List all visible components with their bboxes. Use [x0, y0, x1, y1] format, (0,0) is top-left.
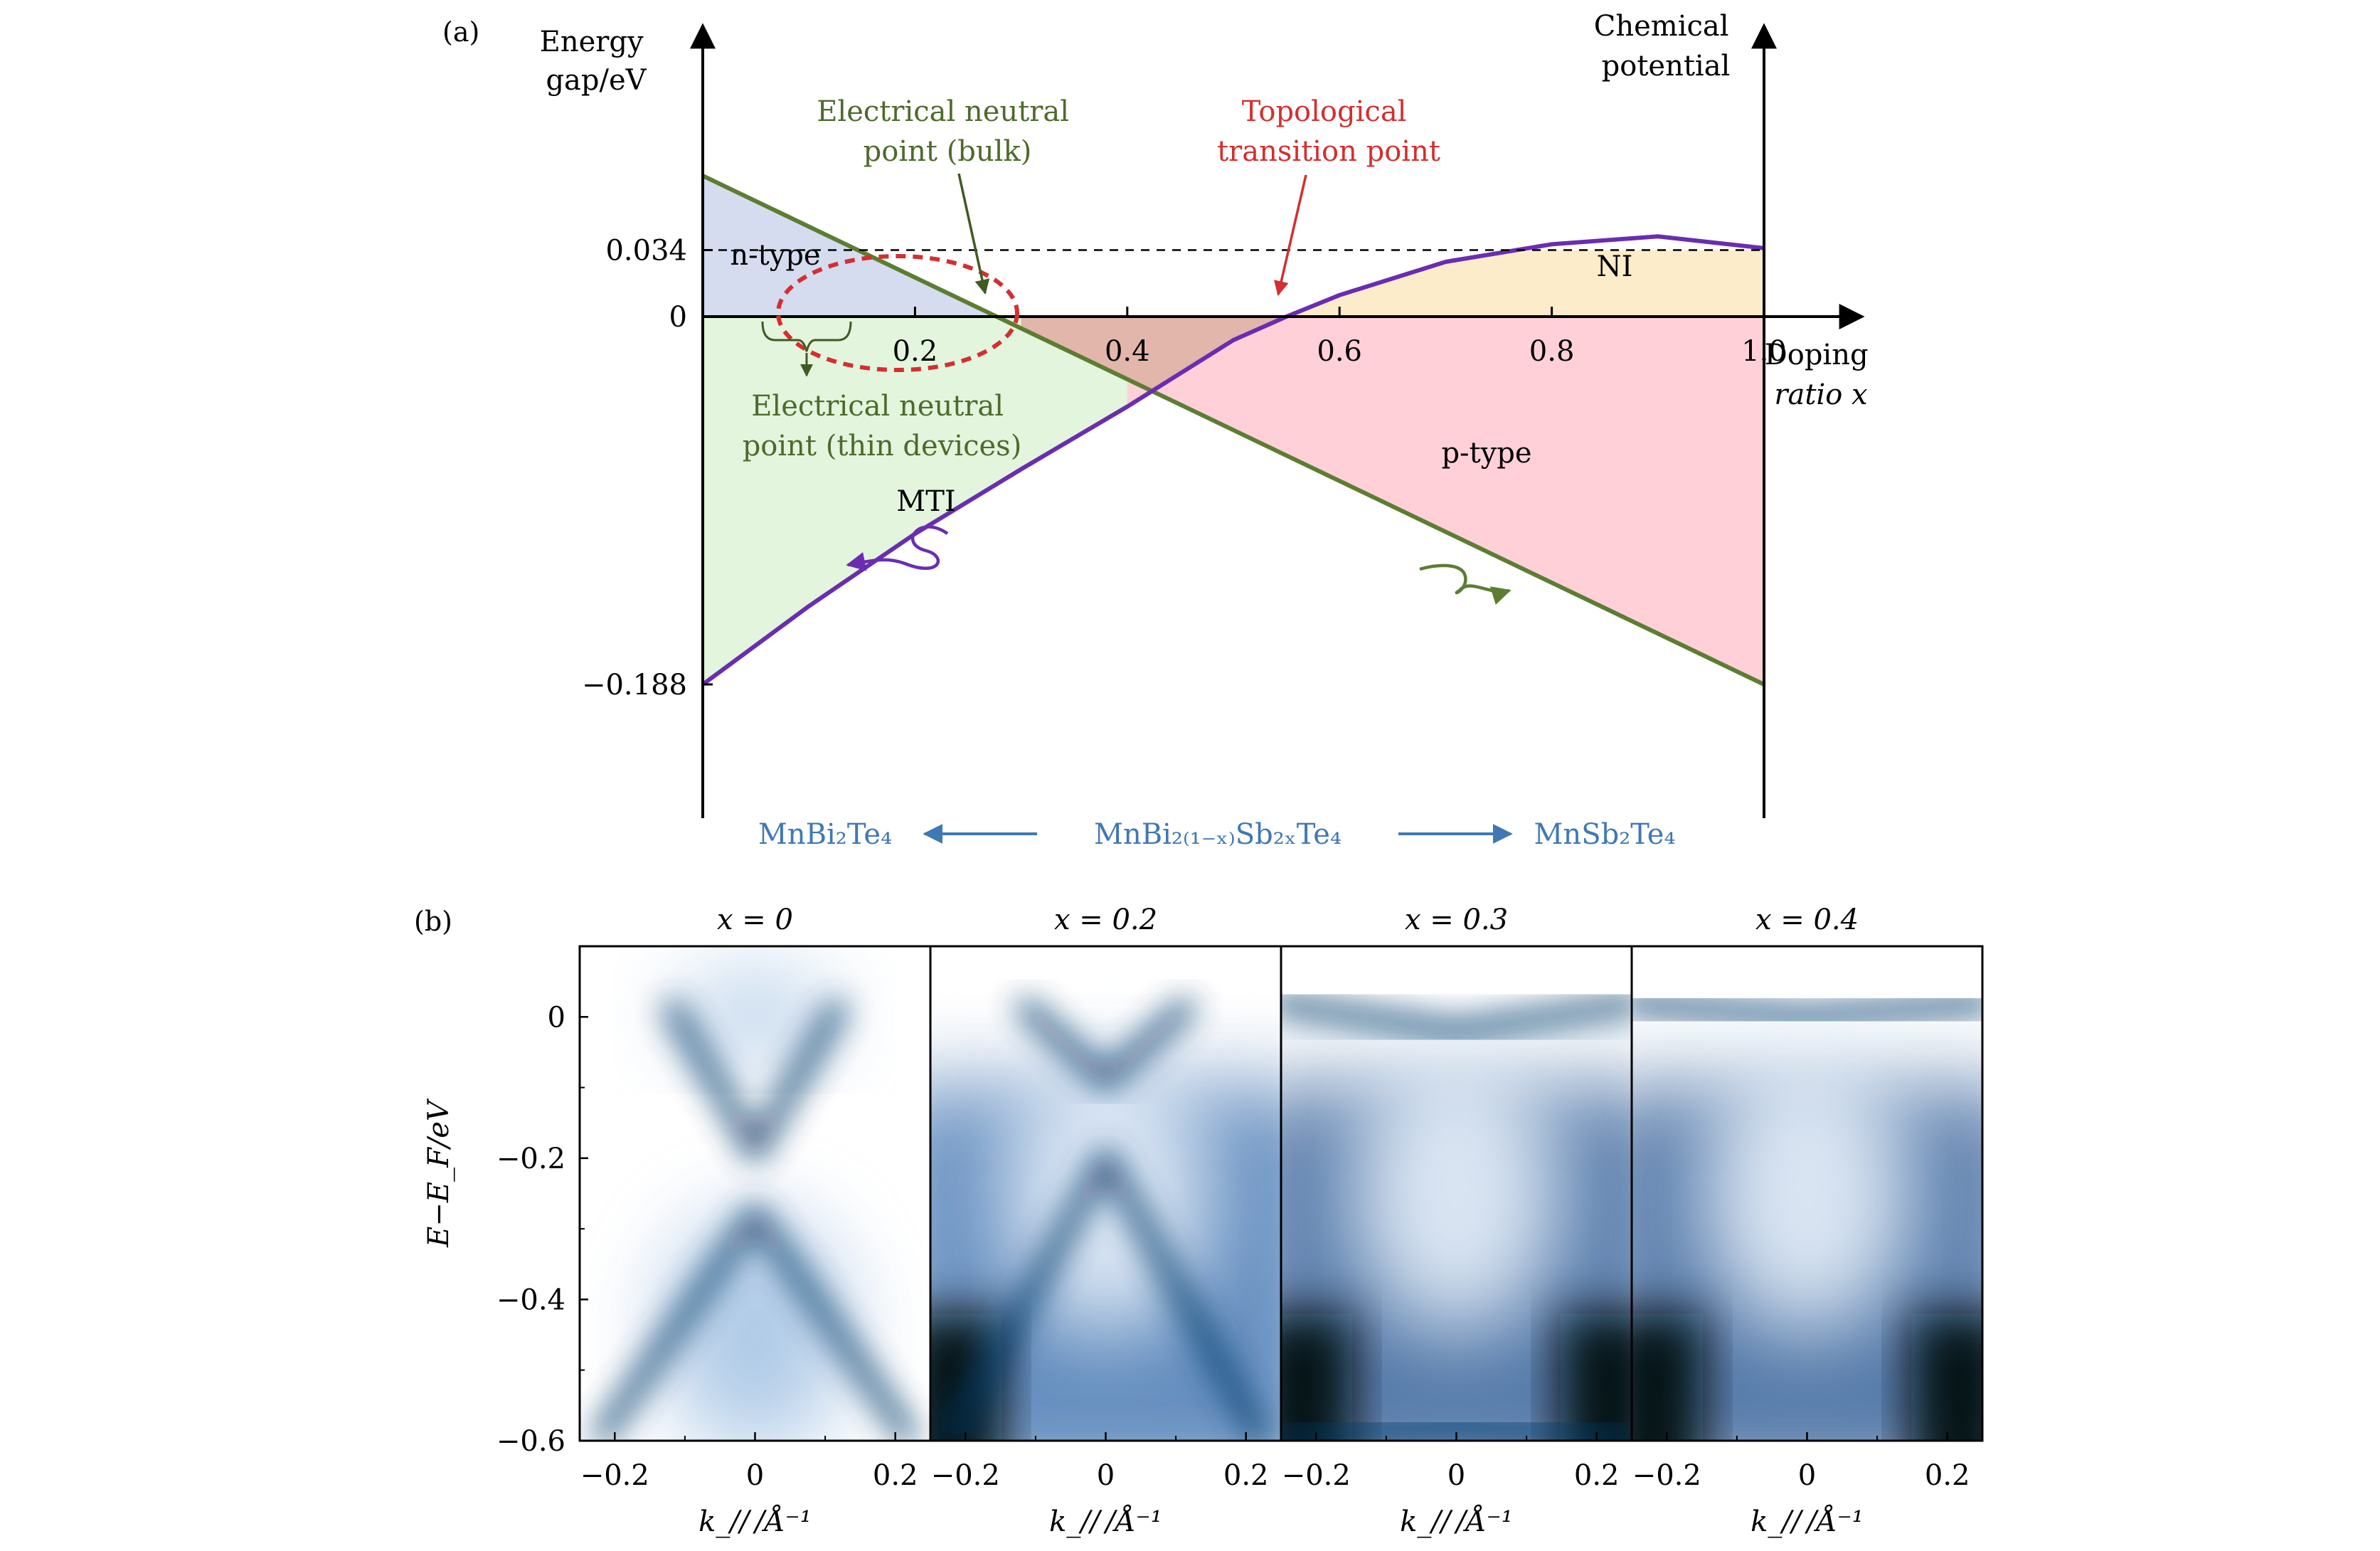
compound-left: MnBi₂Te₄	[758, 818, 892, 851]
region-mti-lower	[703, 317, 1159, 684]
neutral-bulk-arrow	[957, 173, 990, 295]
x-tick-label: 0.2	[1574, 1459, 1620, 1492]
bulk-gap-light	[1700, 1051, 1914, 1336]
x-axis-label: k_// /Å⁻¹	[698, 1505, 812, 1538]
panel-title: x = 0.2	[1054, 904, 1157, 936]
annotation-topological-line-2: transition point	[1217, 135, 1440, 168]
x-tick-label-3: 0.8	[1529, 335, 1575, 368]
compound-middle: MnBi₂₍₁₋ₓ₎Sb₂ₓTe₄	[1094, 818, 1342, 851]
p-type-squiggle-arrow	[1419, 563, 1512, 605]
y-tick-label: −0.2	[496, 1143, 565, 1175]
annotation-neutral-thin: Electrical neutral point (thin devices)	[743, 390, 1022, 462]
x-tick-label-2: 0.6	[1317, 335, 1362, 368]
y-axis-label-line-1: Energy	[540, 26, 644, 58]
dark-corner-left	[1281, 1313, 1352, 1441]
chemical-potential-line	[701, 234, 1765, 687]
y-tick-label-0: 0.034	[605, 235, 687, 268]
y-tick-label-2: −0.188	[582, 669, 687, 702]
x-tick-label-4: 1.0	[1741, 335, 1787, 368]
panel-title: x = 0.4	[1755, 904, 1859, 936]
x-tick-label: −0.2	[931, 1459, 1000, 1492]
dark-corner-left	[1632, 1313, 1703, 1441]
neutral-region-ellipse	[776, 254, 1019, 372]
bulk-gap-light	[1349, 1051, 1563, 1336]
annotation-topological-line-1: Topological	[1242, 95, 1407, 128]
upper-band	[662, 997, 849, 1160]
x-axis-label-line-1: Doping	[1765, 339, 1869, 371]
series-lines	[701, 174, 1765, 687]
annotation-neutral-thin-line-1: Electrical neutral	[751, 390, 1004, 423]
panel-title: x = 0.3	[1405, 904, 1508, 936]
x-axis-label: k_// /Å⁻¹	[1400, 1505, 1513, 1538]
lower-band	[941, 1148, 1270, 1441]
y-tick-label: −0.6	[496, 1425, 565, 1458]
panel-label-a: (a)	[442, 16, 479, 48]
upper-band	[1014, 995, 1198, 1090]
region-label-n-type: n-type	[730, 239, 820, 272]
region-label-ni: NI	[1597, 250, 1633, 283]
y2-axis-label-line-1: Chemical	[1594, 10, 1729, 43]
thin-device-brace	[761, 321, 852, 352]
compound-right: MnSb₂Te₄	[1534, 818, 1675, 851]
x-tick-label: 0	[746, 1459, 764, 1492]
x-tick-label: 0	[1447, 1459, 1465, 1492]
dark-corner-right	[1911, 1313, 1982, 1441]
panel-b: (b) E−E_F/eV x = 0 −0.2 0 0.2 k_// /Å⁻¹ 0 −0.2…	[414, 904, 1984, 1538]
y2-axis-label: Chemical potential	[1594, 10, 1738, 83]
arpes-panel-1: x = 0.2 −0.2 0 0.2 k_// /Å⁻¹	[929, 904, 1282, 1538]
y-axis-label: Energy gap/eV	[540, 26, 653, 97]
topological-arrow	[1274, 174, 1307, 297]
axes-a: 0.2 0.4 0.6 0.8 1.0 0.034 0 −0.188	[582, 23, 1865, 818]
annotation-neutral-bulk-line-1: Electrical neutral	[817, 95, 1069, 128]
x-tick-label: 0.2	[1223, 1459, 1269, 1492]
x-tick-label: 0	[1097, 1459, 1115, 1492]
panel-label-b: (b)	[414, 906, 452, 937]
x-tick-label: 0.2	[873, 1459, 918, 1492]
region-p-type	[1127, 317, 1764, 684]
mti-squiggle-arrow	[846, 525, 949, 571]
upper-band	[1632, 994, 1982, 1027]
region-ni	[1286, 250, 1764, 317]
region-label-mti: MTI	[896, 485, 955, 518]
arpes-panel-2: x = 0.3 −0.2 0 0.2 k_// /Å⁻¹	[1280, 904, 1633, 1538]
arpes-panel-3: x = 0.4 −0.2 0 0.2 k_// /Å⁻¹	[1630, 904, 1984, 1538]
y-tick-label-1: 0	[669, 301, 687, 334]
annotation-neutral-bulk-line-2: point (bulk)	[864, 135, 1032, 168]
x-tick-label-0: 0.2	[893, 335, 938, 368]
x-tick-label-1: 0.4	[1105, 335, 1150, 368]
y-axis-label-b: E−E_F/eV	[423, 1098, 455, 1248]
region-label-p-type: p-type	[1441, 437, 1531, 470]
arpes-panel-0: x = 0 −0.2 0 0.2 k_// /Å⁻¹ 0 −0.2 −0.4 −0.6	[496, 904, 932, 1538]
panel-title: x = 0	[717, 904, 793, 936]
x-axis-label-line-2: ratio x	[1774, 379, 1867, 411]
region-overlap	[1021, 317, 1287, 391]
annotation-marks	[761, 173, 1512, 605]
arpes-panels: x = 0−0.2 0 0.2k_// /Å⁻¹0−0.2−0.4−0.6x = 0…	[496, 904, 1984, 1538]
lower-band	[1281, 1417, 1632, 1441]
energy-gap-line	[701, 174, 1765, 687]
intensity-background	[662, 1214, 848, 1441]
x-tick-label: 0	[1798, 1459, 1816, 1492]
x-tick-label: 0.2	[1925, 1459, 1970, 1492]
x-axis-label: Doping ratio x	[1765, 339, 1878, 411]
annotation-neutral-bulk: Electrical neutral point (bulk)	[817, 95, 1078, 168]
panel-a: 0.2 0.4 0.6 0.8 1.0 0.034 0 −0.188 (a) Energy g…	[442, 10, 1878, 851]
x-axis-label: k_// /Å⁻¹	[1751, 1505, 1864, 1538]
x-tick-label: −0.2	[580, 1459, 649, 1492]
x-tick-label: −0.2	[1632, 1459, 1701, 1492]
top-haze	[676, 974, 834, 1060]
y-tick-label: 0	[548, 1001, 565, 1034]
annotation-topological: Topological transition point	[1217, 95, 1440, 168]
y-tick-label: −0.4	[496, 1283, 565, 1316]
lower-band	[590, 1205, 920, 1441]
x-tick-label: −0.2	[1282, 1459, 1351, 1492]
annotation-neutral-thin-line-2: point (thin devices)	[743, 430, 1022, 462]
y-axis-label-line-2: gap/eV	[546, 64, 647, 97]
upper-band	[1281, 995, 1632, 1041]
x-axis-label: k_// /Å⁻¹	[1049, 1505, 1162, 1538]
y2-axis-label-line-2: potential	[1602, 50, 1731, 83]
dark-corner-right	[1561, 1313, 1632, 1441]
